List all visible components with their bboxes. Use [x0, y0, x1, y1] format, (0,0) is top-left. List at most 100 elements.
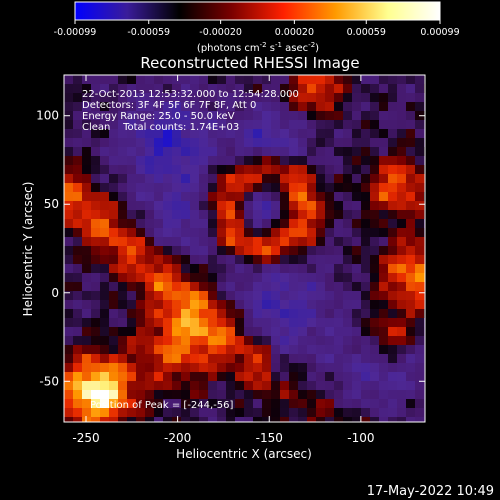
heatmap-pixel	[352, 336, 362, 346]
heatmap-pixel	[127, 93, 137, 103]
heatmap-pixel	[244, 390, 254, 400]
heatmap-pixel	[154, 138, 164, 148]
heatmap-pixel	[388, 255, 398, 265]
heatmap-pixel	[334, 291, 344, 301]
heatmap-pixel	[289, 93, 299, 103]
heatmap-pixel	[91, 237, 101, 247]
heatmap-pixel	[244, 282, 254, 292]
heatmap-pixel	[253, 255, 263, 265]
heatmap-pixel	[289, 219, 299, 229]
heatmap-pixel	[316, 273, 326, 283]
heatmap-pixel	[190, 372, 200, 382]
heatmap-pixel	[334, 399, 344, 409]
heatmap-pixel	[415, 291, 425, 301]
heatmap-pixel	[127, 75, 137, 85]
heatmap-pixel	[379, 201, 389, 211]
heatmap-pixel	[244, 111, 254, 121]
heatmap-pixel	[226, 363, 236, 373]
heatmap-pixel	[64, 255, 74, 265]
heatmap-pixel	[136, 390, 146, 400]
heatmap-pixel	[226, 219, 236, 229]
heatmap-pixel	[64, 192, 74, 202]
heatmap-pixel	[289, 300, 299, 310]
heatmap-pixel	[109, 120, 119, 130]
heatmap-pixel	[325, 336, 335, 346]
heatmap-pixel	[154, 372, 164, 382]
heatmap-pixel	[190, 354, 200, 364]
heatmap-pixel	[370, 165, 380, 175]
heatmap-pixel	[127, 345, 137, 355]
heatmap-pixel	[370, 372, 380, 382]
heatmap-pixel	[82, 417, 92, 422]
heatmap-pixel	[91, 228, 101, 238]
heatmap-pixel	[109, 156, 119, 166]
heatmap-pixel	[109, 138, 119, 148]
heatmap-pixel	[172, 273, 182, 283]
heatmap-pixel	[253, 273, 263, 283]
heatmap-pixel	[307, 273, 317, 283]
heatmap-pixel	[172, 363, 182, 373]
colorbar-tick-label: -0.00059	[127, 27, 170, 38]
heatmap-pixel	[181, 300, 191, 310]
heatmap-pixel	[145, 255, 155, 265]
heatmap-pixel	[244, 237, 254, 247]
heatmap-pixel	[82, 174, 92, 184]
heatmap-pixel	[181, 147, 191, 157]
heatmap-pixel	[163, 336, 173, 346]
heatmap-pixel	[100, 345, 110, 355]
heatmap-pixel	[235, 363, 245, 373]
heatmap-pixel	[235, 174, 245, 184]
heatmap-pixel	[361, 156, 371, 166]
heatmap-pixel	[262, 327, 272, 337]
heatmap-pixel	[217, 237, 227, 247]
heatmap-pixel	[289, 273, 299, 283]
heatmap-pixel	[100, 417, 110, 422]
heatmap-pixel	[253, 417, 263, 422]
heatmap-pixel	[298, 327, 308, 337]
heatmap-pixel	[226, 165, 236, 175]
heatmap-pixel	[100, 246, 110, 256]
heatmap-pixel	[226, 282, 236, 292]
heatmap-pixel	[163, 327, 173, 337]
heatmap-pixel	[325, 390, 335, 400]
heatmap-pixel	[226, 129, 236, 139]
heatmap-pixel	[406, 417, 416, 422]
heatmap-pixel	[316, 102, 326, 112]
heatmap-pixel	[253, 408, 263, 418]
heatmap-pixel	[100, 228, 110, 238]
heatmap-pixel	[271, 399, 281, 409]
heatmap-pixel	[307, 75, 317, 85]
heatmap-pixel	[289, 408, 299, 418]
heatmap-pixel	[271, 165, 281, 175]
heatmap-pixel	[127, 309, 137, 319]
heatmap-pixel	[91, 291, 101, 301]
heatmap-pixel	[316, 219, 326, 229]
heatmap-pixel	[334, 255, 344, 265]
heatmap-pixel	[379, 84, 389, 94]
heatmap-pixel	[226, 147, 236, 157]
heatmap-pixel	[307, 165, 317, 175]
heatmap-pixel	[343, 192, 353, 202]
heatmap-pixel	[154, 120, 164, 130]
heatmap-pixel	[226, 345, 236, 355]
heatmap-pixel	[163, 309, 173, 319]
heatmap-pixel	[181, 75, 191, 85]
heatmap-pixel	[136, 399, 146, 409]
heatmap-pixel	[235, 201, 245, 211]
heatmap-pixel	[181, 372, 191, 382]
heatmap-pixel	[415, 399, 425, 409]
heatmap-pixel	[352, 138, 362, 148]
heatmap-pixel	[352, 129, 362, 139]
heatmap-pixel	[136, 255, 146, 265]
heatmap-pixel	[325, 264, 335, 274]
heatmap-pixel	[217, 210, 227, 220]
heatmap-pixel	[235, 102, 245, 112]
heatmap-pixel	[298, 273, 308, 283]
heatmap-pixel	[316, 399, 326, 409]
heatmap-pixel	[334, 138, 344, 148]
heatmap-pixel	[154, 345, 164, 355]
heatmap-pixel	[91, 390, 101, 400]
heatmap-pixel	[208, 399, 218, 409]
heatmap-pixel	[199, 246, 209, 256]
heatmap-pixel	[298, 363, 308, 373]
